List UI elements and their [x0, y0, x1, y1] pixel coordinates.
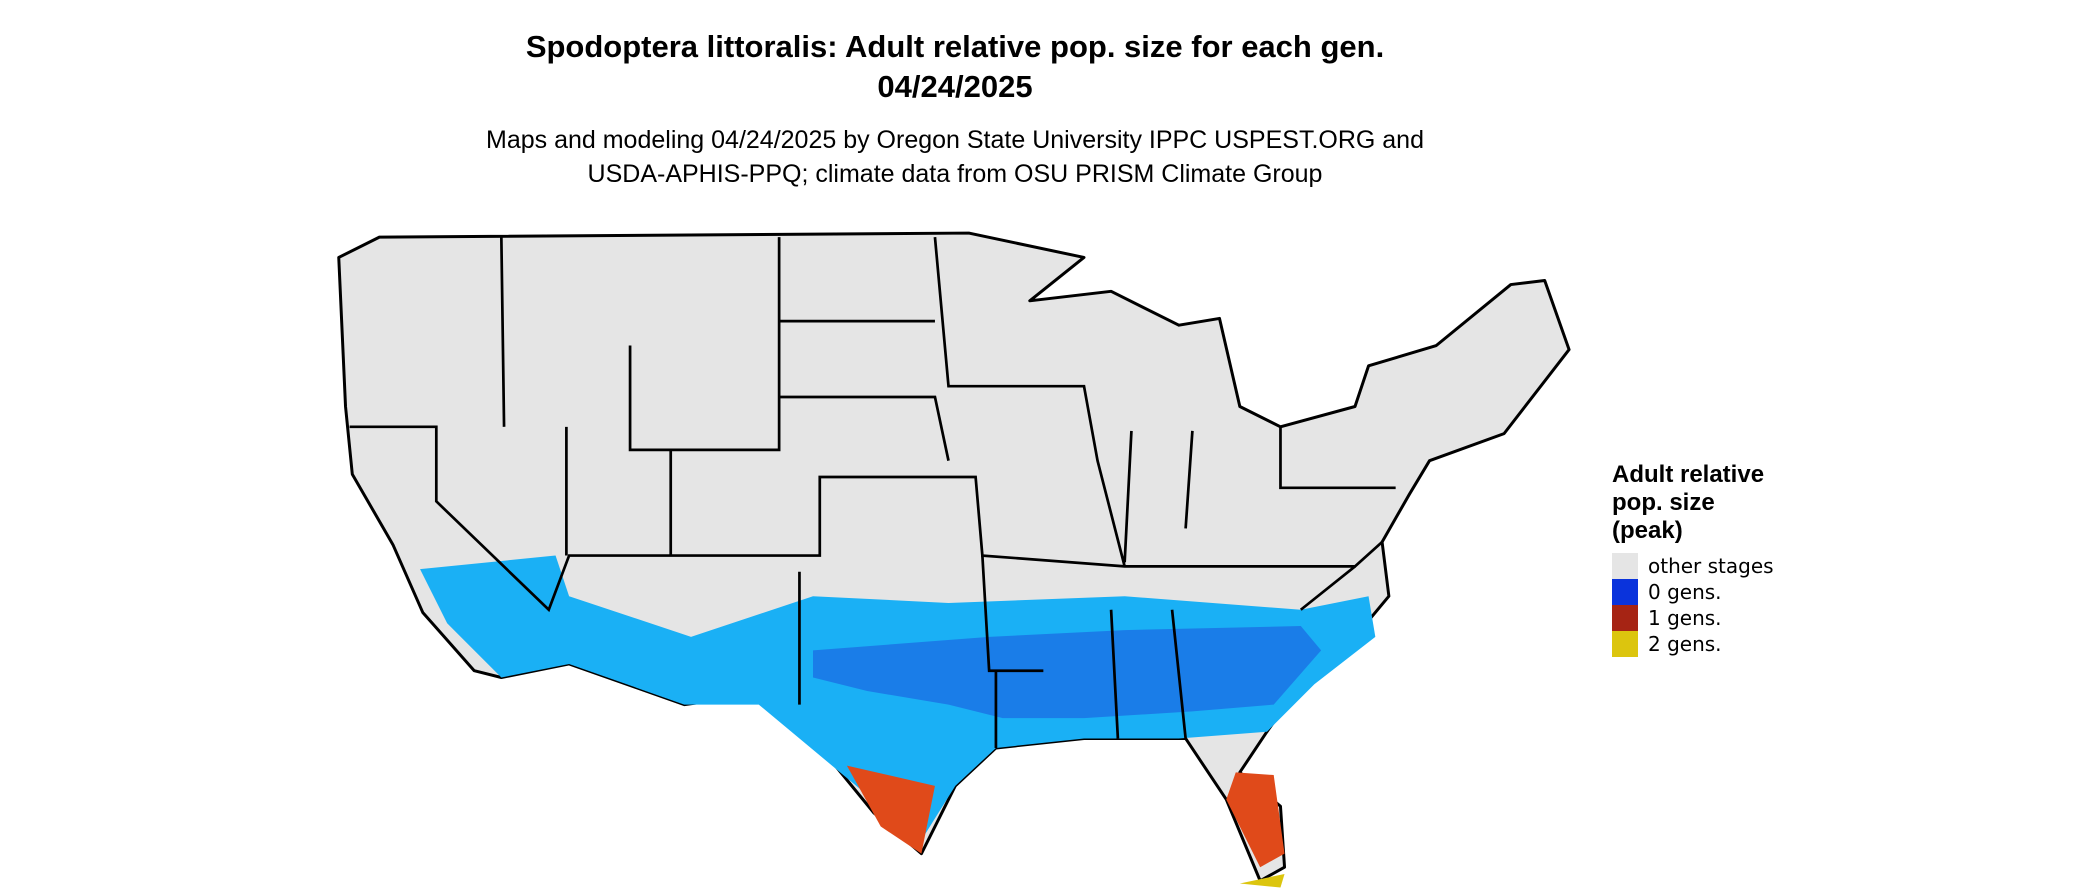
legend-swatch — [1612, 579, 1638, 605]
map — [337, 231, 1571, 888]
subtitle-line: USDA-APHIS-PPQ; climate data from OSU PR… — [588, 160, 1323, 188]
legend-swatch — [1612, 631, 1638, 657]
title-line: Spodoptera littoralis: Adult relative po… — [526, 29, 1384, 64]
pest-area — [420, 555, 1376, 888]
legend-title: (peak) — [1612, 517, 1683, 544]
legend-title: Adult relative — [1612, 461, 1764, 488]
subtitle-line: Maps and modeling 04/24/2025 by Oregon S… — [486, 126, 1424, 154]
legend-label: 0 gens. — [1648, 580, 1722, 604]
legend-label: other stages — [1648, 554, 1774, 578]
title-line: 04/24/2025 — [877, 69, 1032, 104]
legend-swatch — [1612, 605, 1638, 631]
state-borders — [349, 237, 1396, 748]
legend-label: 2 gens. — [1648, 632, 1722, 656]
legend-title: pop. size — [1612, 489, 1715, 516]
legend-label: 1 gens. — [1648, 606, 1722, 630]
legend-swatch — [1612, 553, 1638, 579]
